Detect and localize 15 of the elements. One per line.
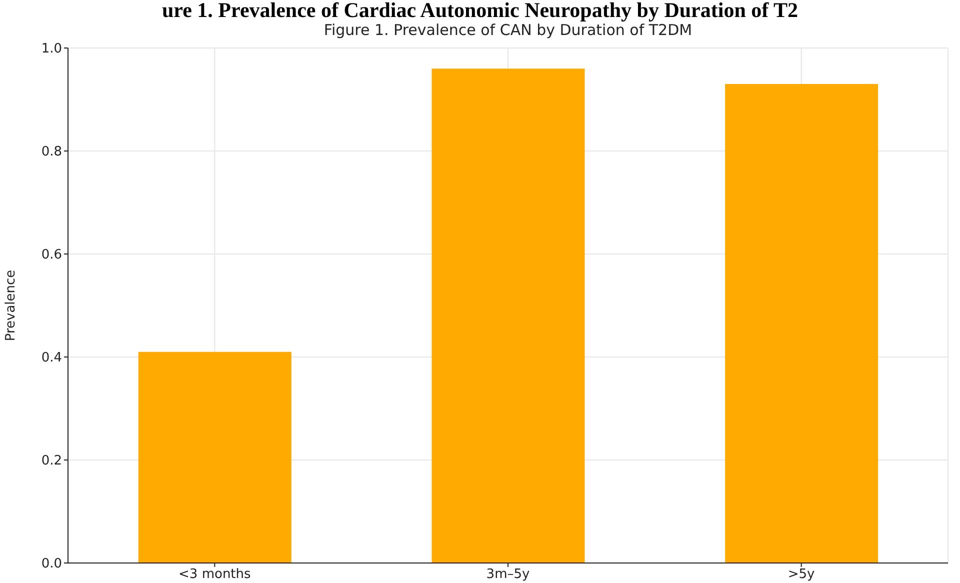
bar [138, 352, 292, 563]
bar [725, 84, 878, 563]
chart-subtitle: Figure 1. Prevalence of CAN by Duration of T2DM [322, 21, 694, 39]
chart-title: ure 1. Prevalence of Cardiac Autonomic Neuropathy by Duration of T2 [160, 0, 799, 22]
y-tick-label: 1.0 [41, 42, 62, 57]
y-tick-label: 0.8 [41, 144, 62, 160]
x-tick-label: >5y [788, 567, 816, 582]
x-tick-label: <3 months [178, 567, 252, 582]
bar [432, 68, 585, 563]
y-tick-label: 0.6 [41, 248, 62, 263]
y-axis-title: Prevalence [4, 270, 19, 342]
y-tick-label: 0.2 [41, 454, 62, 469]
y-tick-label: 0.4 [41, 350, 62, 366]
y-tick-label: 0.0 [41, 556, 62, 572]
x-tick-label: 3m–5y [486, 567, 530, 582]
